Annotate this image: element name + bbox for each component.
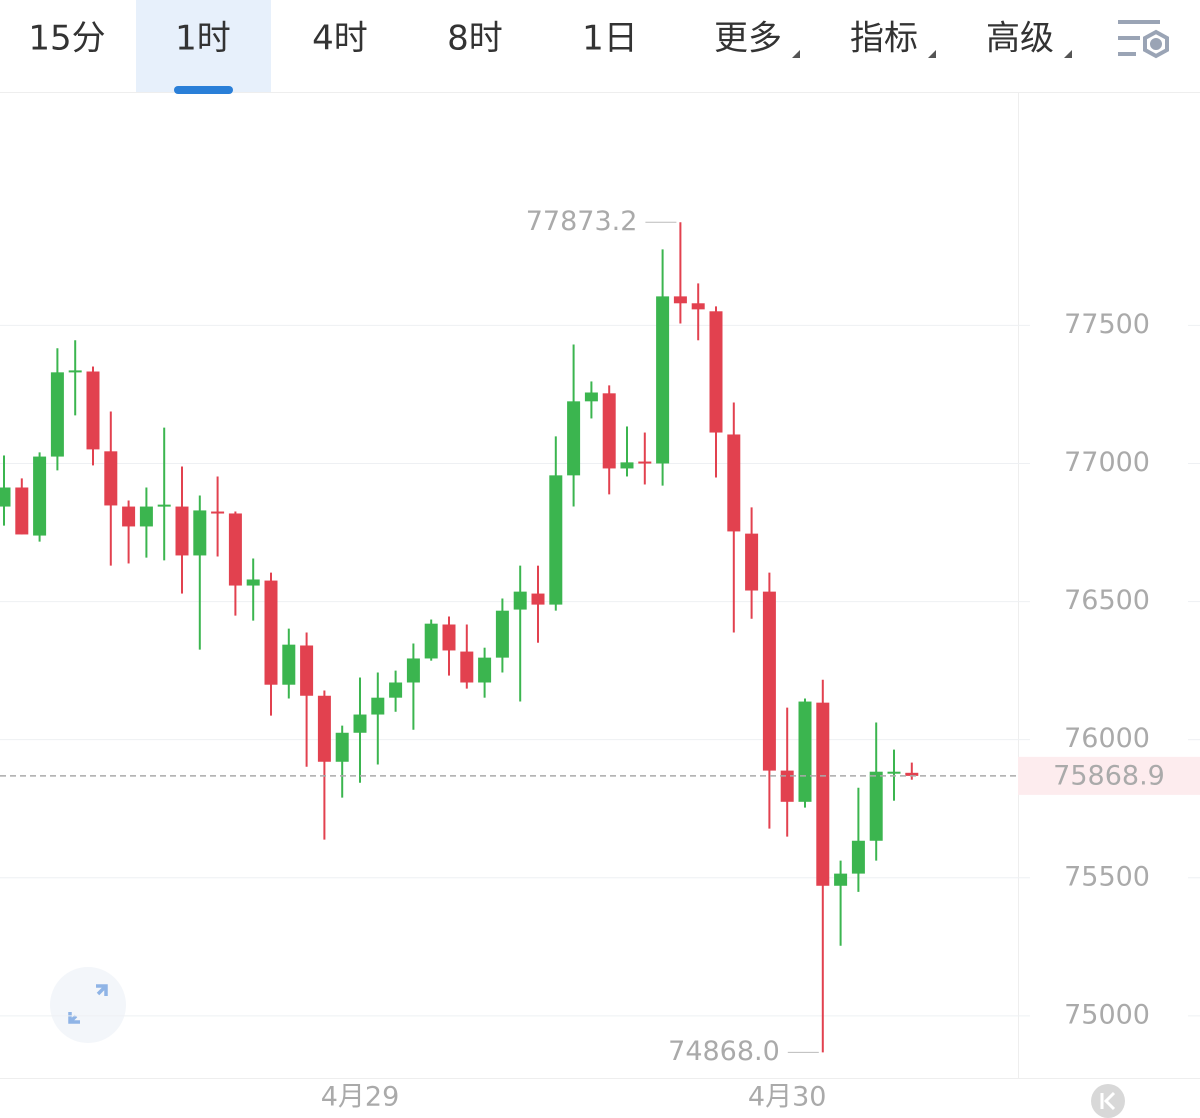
candle-body: [371, 697, 385, 715]
candle-body: [175, 506, 189, 556]
candle-body: [50, 372, 64, 457]
candle-body: [638, 461, 652, 464]
candle-body: [816, 702, 830, 886]
candle-body: [584, 392, 598, 402]
x-tick-label: 4月30: [748, 1082, 827, 1113]
active-tab-bg: [136, 0, 271, 92]
y-tick-label: 76500: [1064, 585, 1150, 616]
candle-body: [300, 645, 314, 696]
candle-body: [513, 591, 527, 610]
candle-body: [122, 506, 136, 527]
scroll-latest-button[interactable]: [1091, 1084, 1125, 1118]
y-tick-label: 76000: [1064, 723, 1150, 754]
candle-body: [709, 311, 723, 433]
y-tick-label: 75500: [1064, 861, 1150, 892]
candle-body: [851, 840, 865, 874]
x-tick-label: 4月29: [321, 1082, 400, 1113]
candle-body: [424, 623, 438, 659]
y-tick-label: 75000: [1064, 999, 1150, 1030]
dropdown-caret: [1064, 50, 1072, 58]
candle-body: [656, 296, 670, 464]
tab[interactable]: 1日: [582, 19, 638, 59]
tab[interactable]: 8时: [447, 19, 503, 59]
candle-body: [460, 651, 474, 683]
candle-body: [406, 658, 420, 683]
candle-body: [282, 644, 296, 685]
candle-body: [673, 296, 687, 304]
min-label: 74868.0: [668, 1036, 780, 1067]
candle-body: [104, 451, 118, 506]
candle-body: [602, 393, 616, 469]
candle-body: [834, 873, 848, 886]
candle-body: [353, 714, 367, 733]
y-tick-label: 77000: [1064, 447, 1150, 478]
y-tick-label: 77500: [1064, 309, 1150, 340]
candle-body: [442, 624, 456, 651]
tab[interactable]: 4时: [312, 19, 368, 59]
candle-body: [317, 695, 331, 762]
candle-body: [691, 303, 705, 310]
candle-body: [211, 511, 225, 514]
candle-body: [905, 772, 919, 776]
candle-body: [495, 610, 509, 658]
candle-body: [762, 591, 776, 771]
last-price-bg: [1018, 756, 1200, 795]
candle-body: [33, 456, 47, 536]
candle-body: [228, 513, 242, 586]
candle-body: [246, 579, 260, 586]
candle-body: [727, 434, 741, 532]
max-label: 77873.2: [526, 206, 638, 237]
candle-body: [798, 701, 812, 802]
candle-body: [0, 487, 11, 507]
active-tab-indicator: [174, 86, 233, 94]
candle-body: [193, 510, 207, 556]
tab[interactable]: 15分: [28, 19, 105, 59]
candle-body: [139, 506, 153, 527]
candle-body: [531, 593, 545, 605]
candle-body: [335, 732, 349, 762]
candle-body: [620, 462, 634, 469]
candle-body: [264, 580, 278, 685]
candle-body: [157, 504, 171, 507]
dropdown-caret: [928, 50, 936, 58]
candle-body: [869, 771, 883, 841]
candle-body: [567, 401, 581, 476]
candle-body: [887, 771, 901, 774]
dropdown-caret: [792, 50, 800, 58]
settings-icon[interactable]: [1118, 20, 1169, 59]
tab[interactable]: 高级: [986, 19, 1054, 59]
tab[interactable]: 指标: [850, 19, 918, 59]
expand-button[interactable]: [50, 967, 126, 1043]
candle-body: [478, 657, 492, 683]
candle-body: [389, 682, 403, 698]
candle-body: [15, 487, 29, 535]
last-price-label: 75868.9: [1053, 760, 1165, 791]
candle-body: [86, 371, 100, 450]
candle-body: [68, 370, 82, 373]
candle-body: [549, 475, 563, 605]
tab[interactable]: 更多: [714, 19, 782, 59]
tab[interactable]: 1时: [175, 19, 231, 59]
candle-body: [745, 533, 759, 591]
candle-body: [780, 770, 794, 802]
